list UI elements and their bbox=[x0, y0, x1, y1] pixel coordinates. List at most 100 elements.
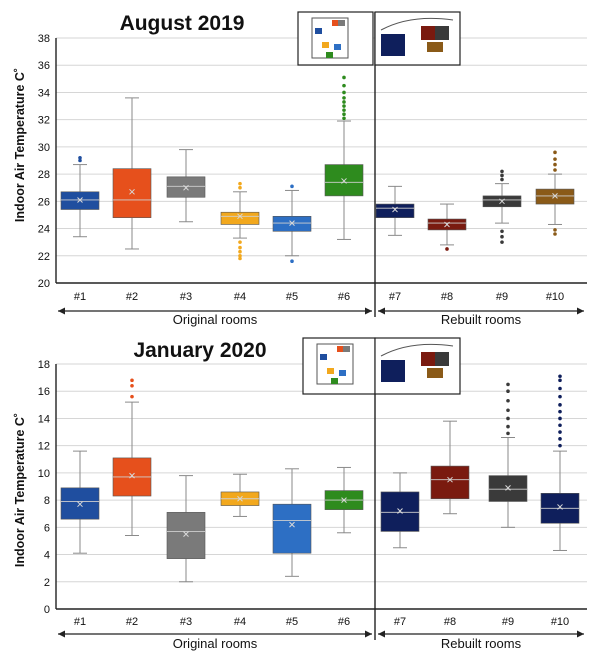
outlier-point bbox=[290, 184, 294, 189]
outlier-point bbox=[506, 416, 510, 421]
plan-room bbox=[326, 52, 333, 58]
box-3 bbox=[220, 181, 260, 261]
y-tick-label: 32 bbox=[38, 115, 50, 127]
mean-marker bbox=[341, 497, 347, 503]
outlier-point bbox=[500, 240, 504, 244]
box-0 bbox=[60, 450, 100, 554]
x-tick-label: #2 bbox=[126, 616, 138, 628]
outlier-point bbox=[506, 398, 510, 403]
box-body bbox=[375, 203, 415, 218]
box-5 bbox=[324, 75, 364, 240]
plan-room bbox=[435, 26, 449, 40]
panel-january-2020: 0 2 4 6 8 10 12 14 16 18 January 2020 Indoor Air Te… bbox=[13, 337, 587, 651]
y-tick-label: 22 bbox=[38, 251, 50, 263]
box-7 bbox=[427, 203, 467, 251]
box-body bbox=[112, 168, 152, 218]
x-tick-label: #2 bbox=[126, 291, 138, 303]
group-arrow bbox=[58, 630, 372, 638]
x-tick-label: #1 bbox=[74, 291, 86, 303]
outlier-point bbox=[553, 157, 557, 161]
mean-marker bbox=[392, 206, 398, 213]
x-tick-label: #5 bbox=[286, 291, 298, 303]
plan-outline bbox=[380, 17, 454, 31]
outlier-point bbox=[500, 234, 504, 239]
outlier-point bbox=[506, 389, 510, 394]
box-1 bbox=[112, 378, 152, 536]
outlier-point bbox=[506, 408, 510, 413]
box-6 bbox=[380, 472, 420, 549]
group-arrow bbox=[378, 630, 584, 638]
mean-marker bbox=[444, 221, 450, 228]
group-label: Original rooms bbox=[173, 636, 258, 651]
mean-marker bbox=[129, 472, 135, 479]
y-tick-label: 30 bbox=[38, 142, 50, 154]
outlier-point bbox=[238, 253, 242, 258]
group-arrow bbox=[378, 307, 584, 315]
box-7 bbox=[430, 420, 470, 515]
group-arrow-head-right bbox=[365, 307, 372, 315]
mean-marker bbox=[341, 178, 347, 184]
mean-marker bbox=[397, 508, 403, 514]
outlier-point bbox=[78, 155, 82, 160]
y-tick-label: 4 bbox=[44, 550, 50, 562]
x-tick-label: #4 bbox=[234, 616, 246, 628]
group-label: Rebuilt rooms bbox=[441, 312, 522, 327]
x-tick-label: #8 bbox=[441, 291, 453, 303]
thumbnail-frame bbox=[297, 11, 374, 66]
mean-marker bbox=[505, 485, 511, 491]
outlier-point bbox=[500, 229, 504, 234]
y-axis-label: Indoor Air Temperature C˚ bbox=[13, 413, 27, 567]
outlier-point bbox=[558, 403, 562, 407]
outlier-point bbox=[506, 424, 510, 429]
y-tick-label: 18 bbox=[38, 359, 50, 371]
outlier-point bbox=[238, 245, 242, 250]
plan-room bbox=[343, 346, 350, 352]
plan-room bbox=[427, 42, 443, 52]
y-tick-label: 28 bbox=[38, 169, 50, 181]
box-body bbox=[166, 512, 206, 559]
outlier-point bbox=[558, 374, 562, 379]
mean-marker bbox=[237, 495, 243, 502]
outlier-point bbox=[506, 382, 510, 387]
chart-title: January 2020 bbox=[133, 339, 266, 362]
y-tick-label: 0 bbox=[44, 604, 50, 616]
x-tick-label: #10 bbox=[546, 291, 564, 303]
box-body bbox=[272, 503, 312, 554]
x-tick-label: #3 bbox=[180, 291, 192, 303]
outlier-point bbox=[238, 185, 242, 190]
floorplan-thumbnail-rebuilt bbox=[374, 337, 461, 395]
outlier-point bbox=[130, 383, 134, 388]
box-4 bbox=[272, 184, 312, 264]
mean-marker bbox=[447, 476, 453, 483]
outlier-point bbox=[342, 83, 346, 88]
plan-room bbox=[332, 20, 339, 26]
x-tick-label: #1 bbox=[74, 616, 86, 628]
x-tick-label: #9 bbox=[496, 291, 508, 303]
mean-marker bbox=[557, 504, 563, 510]
mean-marker bbox=[183, 531, 189, 537]
group-arrow-head-right bbox=[365, 630, 372, 638]
box-9 bbox=[540, 374, 580, 551]
y-tick-label: 10 bbox=[38, 468, 50, 480]
mean-marker bbox=[237, 213, 243, 220]
plan-room bbox=[327, 368, 334, 374]
outlier-point bbox=[500, 173, 504, 178]
y-tick-label: 8 bbox=[44, 495, 50, 507]
group-arrow-head-left bbox=[58, 630, 65, 638]
box-body bbox=[430, 465, 470, 500]
mean-marker bbox=[499, 198, 505, 205]
outlier-point bbox=[558, 430, 562, 434]
x-tick-label: #6 bbox=[338, 616, 350, 628]
plan-room bbox=[381, 360, 405, 382]
y-tick-label: 6 bbox=[44, 522, 50, 534]
outlier-point bbox=[558, 423, 562, 428]
outlier-point bbox=[78, 158, 82, 163]
mean-marker bbox=[289, 220, 295, 226]
plan-room bbox=[331, 378, 338, 384]
box-6 bbox=[375, 185, 415, 236]
outlier-point bbox=[553, 168, 557, 172]
y-tick-label: 38 bbox=[38, 33, 50, 45]
x-tick-label: #8 bbox=[444, 616, 456, 628]
y-tick-label: 14 bbox=[38, 413, 50, 425]
